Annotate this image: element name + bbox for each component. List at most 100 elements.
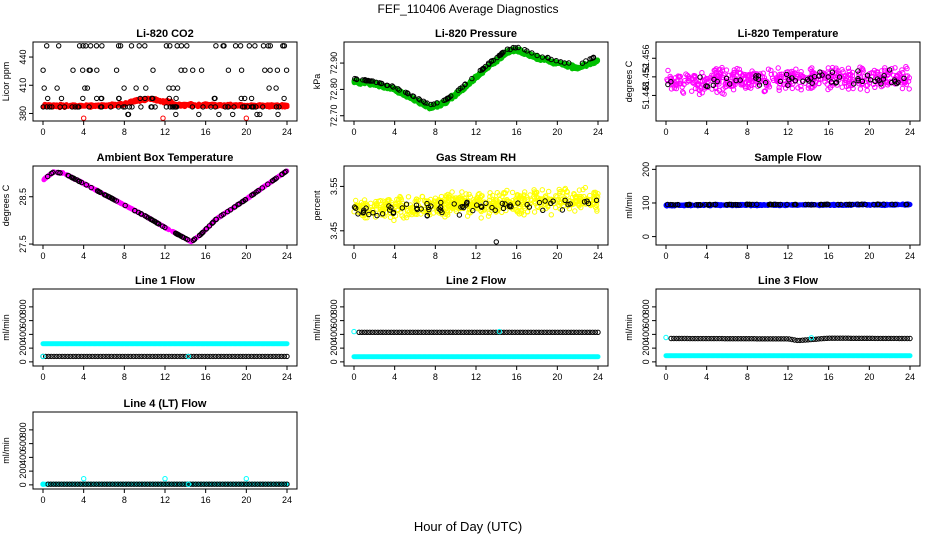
- point-licortemp-s0: [673, 85, 680, 92]
- point-sampleflow-s1: [874, 201, 881, 207]
- point-line1-s1: [281, 353, 287, 360]
- point-line1-s1: [114, 353, 120, 360]
- point-line1-s1: [218, 353, 224, 360]
- point-co2-s1: [150, 95, 156, 102]
- point-co2-s1: [167, 104, 173, 110]
- point-licortemp-s0: [833, 65, 839, 71]
- point-pressure-s1: [431, 101, 437, 107]
- point-rh-s1: [562, 197, 568, 204]
- point-rh-s0: [556, 186, 562, 193]
- x-tick-label-co2: 12: [160, 127, 170, 137]
- point-rh-s0: [412, 211, 419, 217]
- point-co2-s1: [94, 67, 100, 73]
- y-tick-label-boxtemp: 28.5: [18, 188, 28, 206]
- point-rh-s0: [360, 201, 367, 207]
- point-co2-s1: [49, 104, 55, 110]
- y-tick-label-pressure: 72.70: [329, 104, 339, 127]
- point-rh-s0: [577, 196, 583, 202]
- point-line1-s1: [215, 353, 222, 360]
- point-licortemp-s0: [683, 71, 689, 77]
- point-co2-s1: [257, 111, 263, 118]
- point-co2-s1: [273, 104, 280, 110]
- point-line1-s1: [59, 353, 65, 360]
- point-line1-s1: [43, 353, 49, 360]
- point-co2-s1: [254, 111, 260, 118]
- point-licortemp-s0: [703, 75, 709, 82]
- point-boxtemp-s1: [232, 204, 238, 210]
- point-co2-s1: [47, 104, 53, 110]
- point-rh-s1: [464, 199, 470, 206]
- point-line2-s1: [415, 329, 421, 335]
- point-licortemp-s0: [775, 65, 781, 71]
- point-line2-s1: [431, 329, 437, 335]
- point-line1-s1: [106, 353, 112, 360]
- point-sampleflow-s1: [844, 201, 850, 208]
- point-line2-s1: [461, 329, 467, 335]
- point-line2-s1: [369, 329, 376, 335]
- point-rh-s0: [445, 203, 451, 209]
- x-tick-label-co2: 24: [282, 127, 292, 137]
- point-sampleflow-s1: [675, 201, 681, 208]
- x-tick-label-line1: 4: [81, 372, 86, 382]
- point-line1-s1: [117, 353, 123, 360]
- point-co2-s1: [58, 95, 65, 102]
- point-licortemp-s1: [851, 81, 857, 87]
- point-pressure-s1: [434, 100, 440, 106]
- point-line1-s1: [262, 353, 268, 360]
- point-line1-s1: [65, 353, 71, 360]
- point-sampleflow-s1: [664, 201, 671, 208]
- point-licortemp-s1: [723, 75, 730, 82]
- point-co2-s1: [173, 111, 179, 118]
- point-line1-s0: [284, 341, 290, 347]
- point-line2-s1: [541, 329, 547, 335]
- y-axis-label-pressure: kPa: [312, 74, 322, 90]
- point-rh-s0: [573, 199, 579, 206]
- point-pressure-s1: [396, 87, 402, 93]
- point-rh-s0: [504, 187, 510, 194]
- point-line1-s1: [133, 353, 139, 360]
- point-co2-s1: [267, 43, 273, 49]
- point-rh-s0: [453, 208, 459, 214]
- point-licortemp-s0: [845, 83, 852, 89]
- point-line1-s1: [163, 353, 170, 360]
- point-line2-s1: [453, 329, 459, 335]
- point-rh-s0: [487, 194, 493, 200]
- point-rh-s1: [500, 205, 507, 212]
- point-boxtemp-s1: [273, 175, 279, 181]
- point-co2-s1: [238, 67, 245, 73]
- x-tick-label-line1: 0: [40, 372, 45, 382]
- point-licortemp-s0: [772, 71, 778, 77]
- point-line2-s1: [402, 329, 408, 335]
- point-rh-s0: [427, 212, 433, 218]
- point-line1-s1: [278, 353, 285, 360]
- point-rh-s0: [594, 206, 600, 212]
- x-tick-label-co2: 0: [40, 127, 45, 137]
- point-rh-s1: [438, 207, 444, 213]
- point-line2-s1: [426, 329, 432, 335]
- point-rh-s0: [501, 191, 507, 197]
- point-rh-s0: [572, 208, 578, 214]
- point-line2-s1: [396, 329, 403, 335]
- point-sampleflow-s1: [805, 201, 811, 208]
- point-rh-s1: [374, 212, 380, 219]
- point-rh-s1: [492, 207, 498, 213]
- point-co2-s1: [80, 67, 86, 73]
- point-line1-s1: [128, 353, 134, 360]
- x-tick-label-boxtemp: 12: [160, 251, 170, 261]
- point-line1-s1: [147, 353, 153, 360]
- point-rh-s1: [565, 201, 571, 208]
- point-licortemp-s1: [880, 76, 887, 82]
- point-rh-s0: [449, 189, 455, 195]
- point-line1-s1: [169, 353, 175, 360]
- point-rh-s0: [387, 214, 394, 221]
- point-rh-s0: [442, 214, 448, 220]
- point-line2-s0: [595, 354, 601, 360]
- point-pressure-s1: [422, 100, 428, 106]
- point-sampleflow-s1: [817, 201, 824, 208]
- point-line1-s1: [62, 353, 68, 360]
- point-licortemp-s0: [774, 77, 780, 84]
- y-tick-label-sampleflow: 0: [641, 234, 651, 239]
- point-rh-s0: [427, 196, 434, 203]
- point-licortemp-s0: [721, 91, 727, 97]
